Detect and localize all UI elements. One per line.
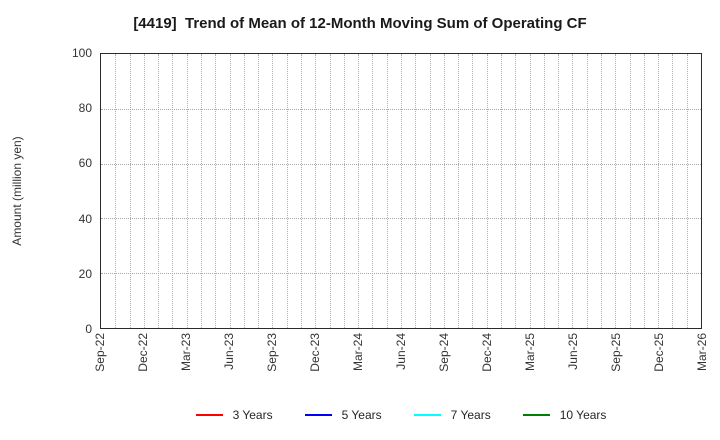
- vertical-gridline: [286, 54, 288, 328]
- x-tick-label: Jun-25: [566, 333, 580, 370]
- vertical-gridline: [272, 54, 274, 328]
- vertical-gridline: [686, 54, 688, 328]
- y-tick-label: 80: [78, 101, 92, 116]
- vertical-gridline: [343, 54, 345, 328]
- legend-item-7-years: 7 Years: [413, 408, 491, 422]
- x-tick-label: Mar-23: [179, 333, 193, 372]
- x-tick-label: Dec-25: [652, 333, 666, 372]
- vertical-gridline: [386, 54, 388, 328]
- vertical-gridline: [429, 54, 431, 328]
- vertical-gridline: [415, 54, 417, 328]
- legend-line-7-years: [413, 413, 441, 417]
- x-tick-label: Sep-25: [609, 333, 623, 372]
- vertical-gridline: [258, 54, 260, 328]
- y-tick-label: 0: [85, 322, 92, 336]
- x-tick-label: Sep-22: [93, 333, 107, 372]
- vertical-gridline: [515, 54, 517, 328]
- vertical-gridline: [315, 54, 317, 328]
- legend: 3 Years 5 Years 7 Years 10 Years: [100, 406, 702, 424]
- x-tick-label: Dec-23: [308, 333, 322, 372]
- vertical-gridline: [301, 54, 302, 328]
- vertical-gridline: [643, 54, 645, 328]
- vertical-gridline: [572, 54, 574, 328]
- y-tick-label: 40: [78, 211, 92, 226]
- x-tick-label: Mar-26: [695, 333, 709, 372]
- vertical-gridline: [243, 54, 245, 328]
- legend-line-3-years: [195, 413, 223, 417]
- vertical-gridline: [543, 54, 545, 328]
- y-tick-label: 20: [78, 266, 92, 281]
- vertical-gridline: [472, 54, 474, 328]
- y-axis-label: Amount (million yen): [10, 136, 24, 246]
- legend-item-5-years: 5 Years: [304, 408, 382, 422]
- vertical-gridline: [215, 54, 217, 328]
- y-tick-label: 60: [78, 156, 92, 171]
- vertical-gridline: [229, 54, 231, 328]
- vertical-gridline: [201, 54, 202, 328]
- vertical-gridline: [529, 54, 531, 328]
- vertical-gridline: [601, 54, 602, 328]
- vertical-gridline: [615, 54, 617, 328]
- vertical-gridline: [129, 54, 131, 328]
- x-tick-label: Jun-23: [222, 333, 236, 370]
- x-tick-label: Jun-24: [394, 333, 408, 370]
- legend-label-5-years: 5 Years: [341, 408, 382, 422]
- chart-title: [4419] Trend of Mean of 12-Month Moving …: [133, 15, 587, 32]
- vertical-gridline: [329, 54, 331, 328]
- legend-label-3-years: 3 Years: [232, 408, 273, 422]
- horizontal-gridline: [101, 218, 701, 220]
- legend-label-7-years: 7 Years: [450, 408, 491, 422]
- horizontal-gridline: [101, 108, 701, 110]
- x-tick-label: Mar-25: [523, 333, 537, 372]
- vertical-gridline: [143, 54, 145, 328]
- vertical-gridline: [358, 54, 360, 328]
- x-tick-label: Dec-24: [480, 333, 494, 372]
- vertical-gridline: [501, 54, 502, 328]
- vertical-gridline: [372, 54, 374, 328]
- vertical-gridline: [672, 54, 674, 328]
- legend-label-10-years: 10 Years: [559, 408, 607, 422]
- legend-line-10-years: [522, 413, 550, 417]
- vertical-gridline: [172, 54, 174, 328]
- legend-item-10-years: 10 Years: [522, 408, 607, 422]
- vertical-gridline: [186, 54, 188, 328]
- vertical-gridline: [158, 54, 160, 328]
- vertical-gridline: [458, 54, 460, 328]
- y-tick-label: 100: [71, 46, 92, 60]
- plot-area: [100, 53, 702, 329]
- horizontal-gridline: [101, 163, 701, 165]
- x-tick-label: Dec-22: [136, 333, 150, 372]
- vertical-gridline: [401, 54, 402, 328]
- vertical-gridline: [558, 54, 560, 328]
- vertical-gridline: [443, 54, 445, 328]
- x-tick-label: Sep-23: [265, 333, 279, 372]
- vertical-gridline: [486, 54, 488, 328]
- vertical-gridline: [658, 54, 660, 328]
- vertical-gridline: [629, 54, 631, 328]
- horizontal-gridline: [101, 273, 701, 275]
- x-tick-label: Sep-24: [437, 333, 451, 372]
- vertical-gridline: [586, 54, 588, 328]
- x-tick-label: Mar-24: [351, 333, 365, 372]
- legend-item-3-years: 3 Years: [195, 408, 273, 422]
- legend-line-5-years: [304, 413, 332, 417]
- vertical-gridline: [115, 54, 117, 328]
